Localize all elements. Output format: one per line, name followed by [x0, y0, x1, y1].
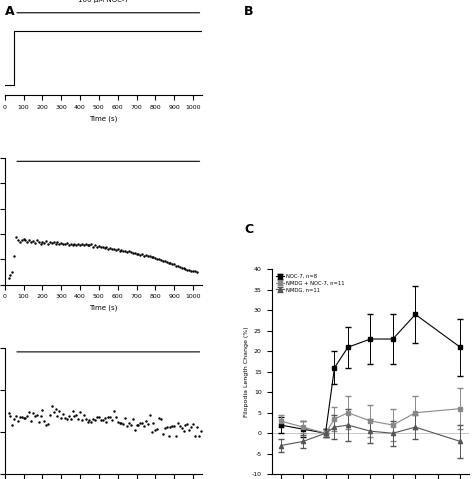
Text: 100 μM NOC-7: 100 μM NOC-7	[78, 0, 129, 3]
Y-axis label: Filopodia Length Change (%): Filopodia Length Change (%)	[244, 327, 249, 417]
Text: C: C	[244, 223, 253, 236]
Text: A: A	[5, 5, 14, 18]
X-axis label: Time (s): Time (s)	[90, 305, 118, 311]
Text: B: B	[244, 5, 254, 18]
X-axis label: Time (s): Time (s)	[90, 115, 118, 122]
Legend: NOC-7, n=8, NMDG + NOC-7, n=11, NMDG, n=11: NOC-7, n=8, NMDG + NOC-7, n=11, NMDG, n=…	[274, 272, 347, 295]
